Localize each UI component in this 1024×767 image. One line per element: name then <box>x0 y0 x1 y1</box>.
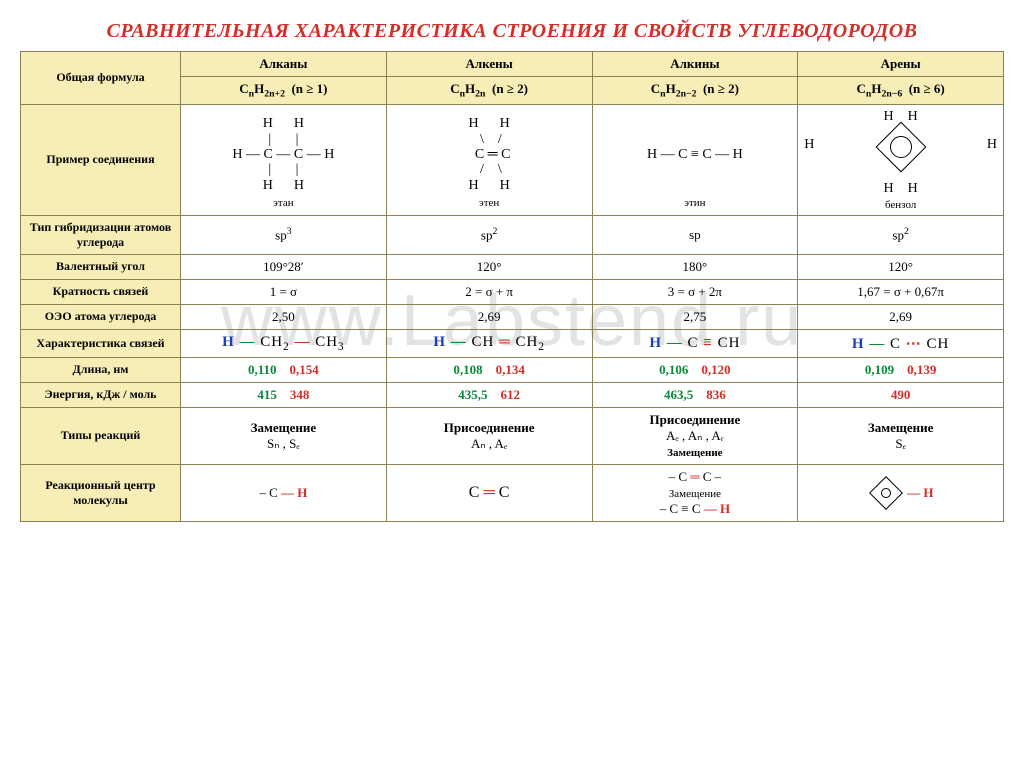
row-energy-label: Энергия, кДж / моль <box>21 382 181 407</box>
bondmult-arene: 1,67 = σ + 0,67π <box>798 279 1004 304</box>
hybrid-arene: sp2 <box>798 215 1004 254</box>
row-oeo-label: ОЭО атома углерода <box>21 304 181 329</box>
bondmult-alkene: 2 = σ + π <box>386 279 592 304</box>
rx-alkyne: Присоединение Aₑ , Aₙ , Aᵣ Замещение <box>592 407 798 464</box>
row-bondchar-label: Характеристика связей <box>21 329 181 357</box>
bondchar-alkane: H — CH2 — CH3 <box>181 329 387 357</box>
bondchar-arene: H — C ⋯ CH <box>798 329 1004 357</box>
angle-alkane: 109°28′ <box>181 254 387 279</box>
e-alkyne: 463,5 836 <box>592 382 798 407</box>
oeo-arene: 2,69 <box>798 304 1004 329</box>
row-hybrid: Тип гибридизации атомов углерода sp3 sp2… <box>21 215 1004 254</box>
e-alkane: 415 348 <box>181 382 387 407</box>
table-container: СРАВНИТЕЛЬНАЯ ХАРАКТЕРИСТИКА СТРОЕНИЯ И … <box>20 20 1004 522</box>
row-bondmult: Кратность связей 1 = σ 2 = σ + π 3 = σ +… <box>21 279 1004 304</box>
col-alkane-formula: CnH2n+2 (n ≥ 1) <box>181 77 387 105</box>
row-rxtype-label: Типы реакций <box>21 407 181 464</box>
center-alkane: – C — H <box>181 464 387 521</box>
example-arene: H H H H H H бензол <box>798 104 1004 215</box>
row-example: Пример соединения H H | | H — C — C — H … <box>21 104 1004 215</box>
bondmult-alkyne: 3 = σ + 2π <box>592 279 798 304</box>
row-rxtype: Типы реакций Замещение Sₙ , Sₑ Присоедин… <box>21 407 1004 464</box>
bondchar-alkyne: H — C ≡ CH <box>592 329 798 357</box>
len-alkene: 0,108 0,134 <box>386 357 592 382</box>
bondmult-alkane: 1 = σ <box>181 279 387 304</box>
example-alkane: H H | | H — C — C — H | | H H этан <box>181 104 387 215</box>
len-alkyne: 0,106 0,120 <box>592 357 798 382</box>
angle-alkene: 120° <box>386 254 592 279</box>
e-alkene: 435,5 612 <box>386 382 592 407</box>
rx-arene: Замещение Sₑ <box>798 407 1004 464</box>
oeo-alkane: 2,50 <box>181 304 387 329</box>
len-alkane: 0,110 0,154 <box>181 357 387 382</box>
example-alkene: H H \ / C ═ C / \ H H этен <box>386 104 592 215</box>
hybrid-alkyne: sp <box>592 215 798 254</box>
center-alkene: C ═ C <box>386 464 592 521</box>
header-row: Общая формула Алканы Алкены Алкины Арены <box>21 52 1004 77</box>
col-arene-name: Арены <box>798 52 1004 77</box>
row-hybrid-label: Тип гибридизации атомов углерода <box>21 215 181 254</box>
col-alkane-name: Алканы <box>181 52 387 77</box>
row-length: Длина, нм 0,110 0,154 0,108 0,134 0,106 … <box>21 357 1004 382</box>
col-alkyne-formula: CnH2n−2 (n ≥ 2) <box>592 77 798 105</box>
page-title: СРАВНИТЕЛЬНАЯ ХАРАКТЕРИСТИКА СТРОЕНИЯ И … <box>20 20 1004 43</box>
hybrid-alkane: sp3 <box>181 215 387 254</box>
rx-alkene: Присоединение Aₙ , Aₑ <box>386 407 592 464</box>
row-oeo: ОЭО атома углерода 2,50 2,69 2,75 2,69 <box>21 304 1004 329</box>
row-center-label: Реакционный центр молекулы <box>21 464 181 521</box>
benzene-icon <box>875 121 926 172</box>
len-arene: 0,109 0,139 <box>798 357 1004 382</box>
row-bondchar: Характеристика связей H — CH2 — CH3 H — … <box>21 329 1004 357</box>
row-length-label: Длина, нм <box>21 357 181 382</box>
angle-arene: 120° <box>798 254 1004 279</box>
row-center: Реакционный центр молекулы – C — H C ═ C… <box>21 464 1004 521</box>
hybrid-alkene: sp2 <box>386 215 592 254</box>
angle-alkyne: 180° <box>592 254 798 279</box>
col-formula-label: Общая формула <box>21 52 181 105</box>
col-alkene-name: Алкены <box>386 52 592 77</box>
row-example-label: Пример соединения <box>21 104 181 215</box>
center-arene: — H <box>798 464 1004 521</box>
row-angle-label: Валентный угол <box>21 254 181 279</box>
example-alkyne: H — C ≡ C — H этин <box>592 104 798 215</box>
oeo-alkene: 2,69 <box>386 304 592 329</box>
row-bondmult-label: Кратность связей <box>21 279 181 304</box>
rx-alkane: Замещение Sₙ , Sₑ <box>181 407 387 464</box>
row-energy: Энергия, кДж / моль 415 348 435,5 612 46… <box>21 382 1004 407</box>
col-arene-formula: CnH2n−6 (n ≥ 6) <box>798 77 1004 105</box>
bondchar-alkene: H — CH ═ CH2 <box>386 329 592 357</box>
comparison-table: Общая формула Алканы Алкены Алкины Арены… <box>20 51 1004 522</box>
benzene-icon <box>869 476 903 510</box>
col-alkene-formula: CnH2n (n ≥ 2) <box>386 77 592 105</box>
e-arene: 490 <box>798 382 1004 407</box>
col-alkyne-name: Алкины <box>592 52 798 77</box>
row-angle: Валентный угол 109°28′ 120° 180° 120° <box>21 254 1004 279</box>
center-alkyne: – C ═ C – Замещение – C ≡ C — H <box>592 464 798 521</box>
oeo-alkyne: 2,75 <box>592 304 798 329</box>
